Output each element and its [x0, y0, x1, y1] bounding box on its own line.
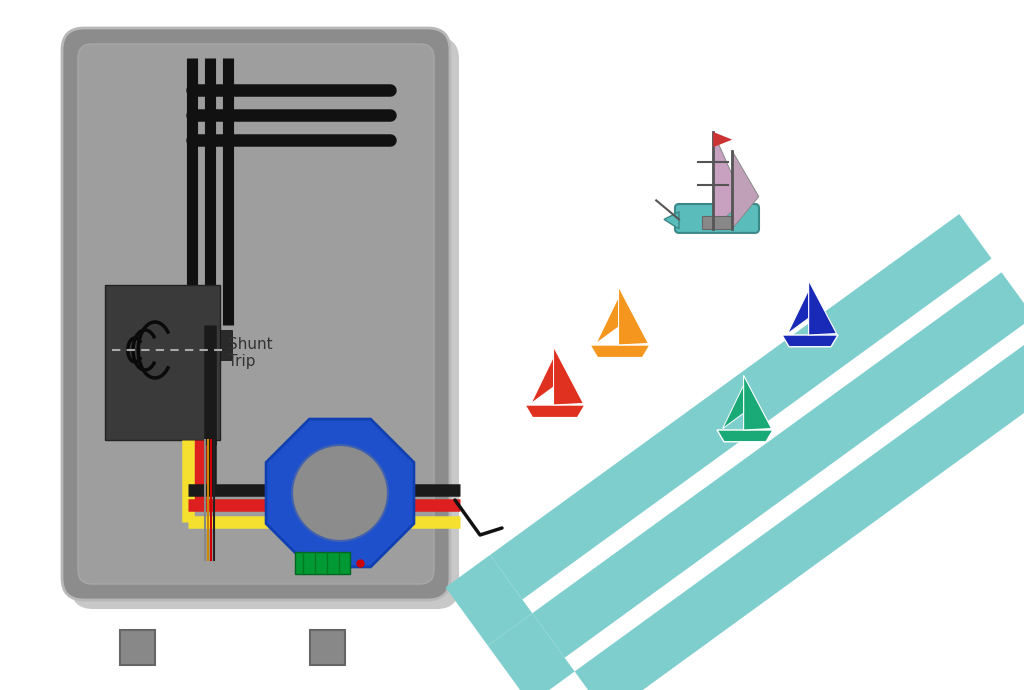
FancyBboxPatch shape [62, 28, 450, 600]
Polygon shape [532, 273, 1024, 658]
Polygon shape [554, 346, 584, 405]
FancyBboxPatch shape [71, 37, 459, 609]
FancyBboxPatch shape [675, 204, 759, 233]
Polygon shape [574, 331, 1024, 690]
Polygon shape [782, 335, 838, 347]
Polygon shape [487, 613, 574, 690]
Polygon shape [445, 555, 532, 646]
Bar [105, 285, 220, 440]
Bar [295, 552, 350, 574]
Polygon shape [809, 280, 837, 335]
Polygon shape [266, 419, 414, 567]
Polygon shape [717, 430, 773, 442]
Bar [310, 630, 345, 665]
Polygon shape [596, 297, 618, 344]
Polygon shape [590, 345, 650, 357]
FancyBboxPatch shape [78, 44, 434, 584]
Polygon shape [525, 405, 585, 417]
Polygon shape [531, 357, 554, 404]
Polygon shape [713, 132, 732, 147]
Polygon shape [743, 375, 772, 430]
Bar [701, 215, 732, 229]
Bar [220, 330, 232, 360]
Polygon shape [732, 151, 759, 229]
Text: Shunt
Trip: Shunt Trip [228, 337, 272, 369]
Polygon shape [713, 132, 743, 229]
Polygon shape [618, 286, 648, 345]
Polygon shape [664, 212, 679, 229]
Circle shape [292, 445, 388, 541]
Polygon shape [490, 214, 991, 600]
Polygon shape [787, 290, 809, 333]
Polygon shape [723, 385, 743, 428]
Bar [120, 630, 155, 665]
